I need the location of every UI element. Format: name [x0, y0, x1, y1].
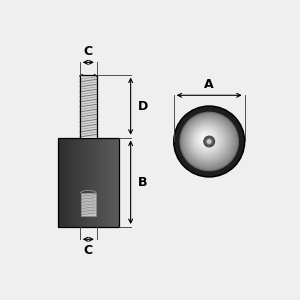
Bar	[58, 138, 119, 227]
Bar	[80, 138, 83, 227]
Bar	[78, 138, 80, 227]
Circle shape	[193, 126, 221, 154]
Circle shape	[190, 123, 225, 158]
Circle shape	[187, 119, 229, 162]
Bar	[61, 138, 64, 227]
Bar	[72, 138, 74, 227]
Bar	[92, 138, 95, 227]
Circle shape	[202, 135, 209, 142]
Circle shape	[182, 114, 236, 168]
Circle shape	[185, 118, 231, 164]
Circle shape	[201, 135, 210, 143]
Bar	[105, 138, 107, 227]
Circle shape	[189, 122, 227, 160]
Bar	[97, 138, 99, 227]
Bar	[84, 138, 87, 227]
Circle shape	[192, 125, 223, 155]
Text: D: D	[138, 100, 148, 112]
Text: C: C	[84, 45, 93, 58]
Bar	[81, 193, 96, 216]
Circle shape	[174, 106, 244, 177]
Circle shape	[189, 122, 226, 159]
Bar	[100, 138, 103, 227]
Circle shape	[194, 128, 219, 152]
Circle shape	[181, 113, 238, 170]
Circle shape	[196, 129, 217, 150]
Bar	[113, 138, 116, 227]
Circle shape	[181, 113, 237, 169]
Circle shape	[200, 133, 212, 145]
Bar	[88, 138, 91, 227]
Bar	[82, 138, 85, 227]
Bar	[109, 138, 111, 227]
Bar	[58, 138, 60, 227]
Circle shape	[191, 124, 223, 156]
Bar	[76, 138, 78, 227]
Bar	[66, 138, 68, 227]
Circle shape	[188, 120, 228, 161]
Circle shape	[204, 138, 206, 140]
Bar	[80, 76, 97, 138]
Circle shape	[195, 128, 218, 152]
Circle shape	[199, 133, 212, 146]
Bar	[64, 138, 66, 227]
Circle shape	[204, 137, 206, 140]
Bar	[74, 138, 76, 227]
Text: A: A	[204, 78, 214, 91]
Bar	[90, 138, 93, 227]
Circle shape	[204, 136, 214, 147]
Bar	[68, 138, 70, 227]
Circle shape	[186, 119, 230, 163]
Circle shape	[196, 129, 217, 151]
Circle shape	[202, 136, 208, 142]
Bar	[117, 138, 119, 227]
Bar	[111, 138, 113, 227]
Bar	[115, 138, 117, 227]
Bar	[107, 138, 109, 227]
Bar	[86, 138, 89, 227]
Circle shape	[182, 115, 235, 167]
Circle shape	[197, 131, 215, 148]
Circle shape	[203, 136, 207, 141]
Circle shape	[185, 118, 232, 164]
Circle shape	[184, 116, 233, 166]
Circle shape	[199, 132, 213, 147]
Bar	[103, 138, 105, 227]
Bar	[99, 138, 101, 227]
Circle shape	[180, 112, 239, 171]
Circle shape	[206, 139, 212, 144]
Text: B: B	[138, 176, 147, 189]
Circle shape	[183, 116, 234, 167]
Circle shape	[188, 121, 227, 160]
Circle shape	[180, 112, 239, 171]
Text: C: C	[84, 244, 93, 257]
Bar	[70, 138, 72, 227]
Circle shape	[190, 123, 224, 157]
Circle shape	[197, 130, 216, 149]
Bar	[94, 138, 97, 227]
Circle shape	[194, 127, 220, 153]
Circle shape	[200, 134, 211, 144]
Bar	[60, 138, 62, 227]
Circle shape	[184, 117, 232, 165]
Circle shape	[198, 131, 214, 147]
Circle shape	[192, 125, 222, 155]
